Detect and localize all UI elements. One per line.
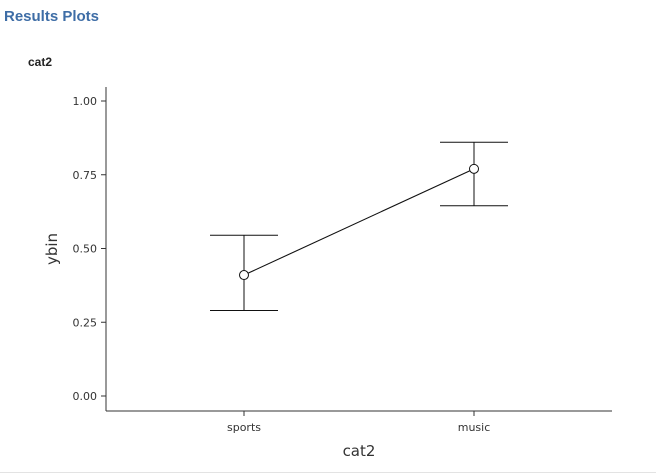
y-axis: 0.00 0.25 0.50 0.75 1.00 [73, 87, 107, 411]
data-point [469, 163, 479, 174]
data-point [239, 270, 249, 281]
y-tick-label: 0.25 [73, 316, 98, 329]
series-line [243, 168, 475, 276]
x-tick-label: music [458, 421, 491, 434]
chart-marks [210, 141, 508, 311]
y-tick-label: 0.75 [73, 169, 98, 182]
y-tick-label: 0.00 [73, 390, 98, 403]
y-tick-label: 1.00 [73, 95, 98, 108]
error-bar [440, 141, 508, 207]
y-tick-label: 0.50 [73, 243, 98, 256]
x-axis-title: cat2 [343, 442, 376, 460]
y-axis-title: ybin [43, 233, 61, 265]
x-axis: sports music [106, 410, 612, 434]
results-plots-heading: Results Plots [4, 8, 100, 25]
plot-title: cat2 [28, 55, 53, 69]
x-tick-label: sports [227, 421, 261, 434]
